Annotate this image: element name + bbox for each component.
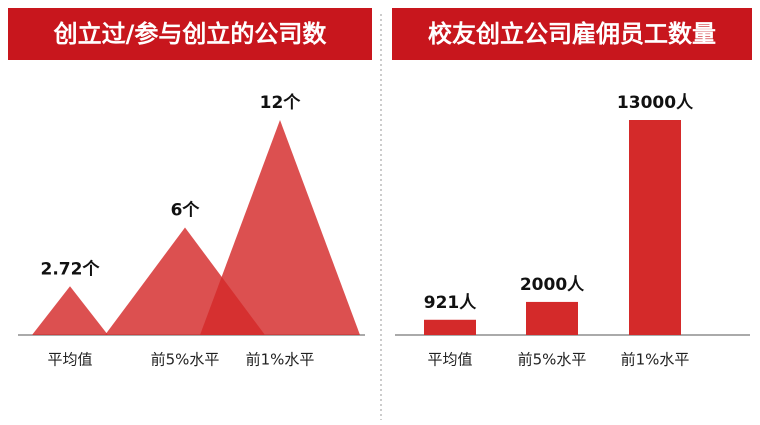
chart-title: 校友创立公司雇佣员工数量 bbox=[428, 20, 716, 48]
value-label: 2.72个 bbox=[41, 258, 101, 279]
category-label: 平均值 bbox=[47, 351, 92, 369]
category-label: 前5%水平 bbox=[518, 351, 587, 369]
value-label: 6个 bbox=[171, 200, 201, 221]
peak bbox=[200, 120, 360, 335]
category-label: 前1%水平 bbox=[621, 351, 690, 369]
title-banner bbox=[392, 8, 752, 60]
category-label: 前1%水平 bbox=[246, 351, 315, 369]
category-label: 前5%水平 bbox=[151, 351, 220, 369]
value-label: 2000人 bbox=[520, 275, 585, 295]
category-label: 平均值 bbox=[427, 351, 472, 369]
value-label: 921人 bbox=[424, 293, 477, 313]
peak bbox=[32, 286, 108, 335]
bar bbox=[629, 120, 681, 335]
value-label: 12个 bbox=[260, 92, 302, 113]
title-banner bbox=[8, 8, 372, 60]
bar bbox=[526, 301, 578, 335]
bar bbox=[424, 319, 476, 335]
value-label: 13000人 bbox=[617, 93, 694, 113]
chart-title: 创立过/参与创立的公司数 bbox=[53, 20, 328, 48]
